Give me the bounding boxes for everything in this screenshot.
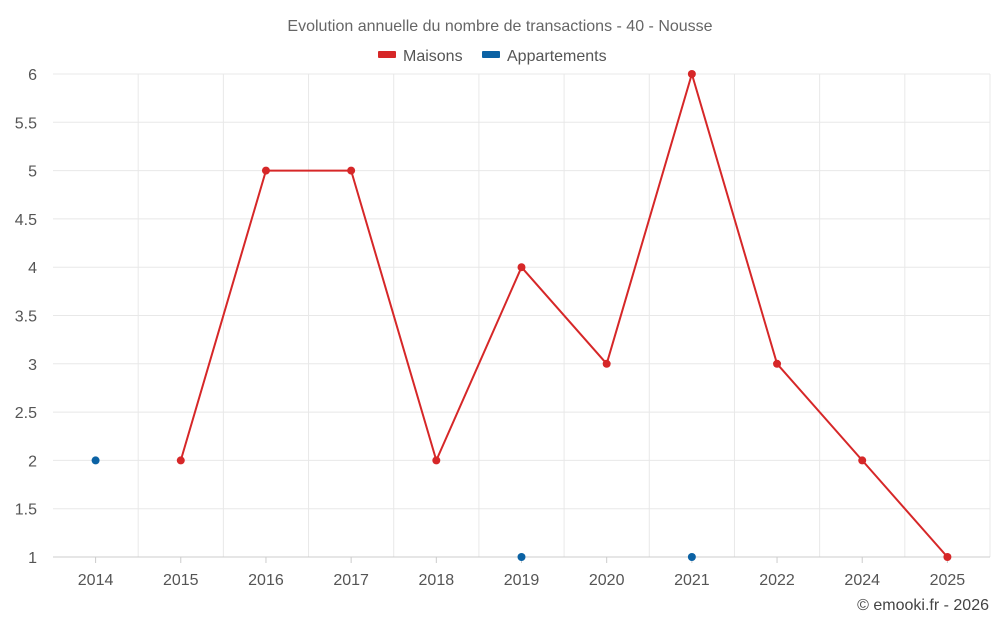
data-point-maisons[interactable] [347, 166, 356, 175]
x-tick-label: 2025 [930, 572, 966, 589]
x-tick-label: 2018 [419, 572, 455, 589]
legend-label-appartements[interactable]: Appartements [507, 48, 607, 65]
x-tick-label: 2017 [333, 572, 369, 589]
data-point-maisons[interactable] [517, 263, 526, 272]
y-tick-label: 1.5 [15, 502, 37, 519]
legend: Maisons Appartements [378, 48, 607, 65]
x-tick-label: 2024 [844, 572, 880, 589]
data-point-appartements[interactable] [687, 553, 696, 561]
data-point-maisons[interactable] [432, 456, 441, 465]
y-tick-label: 4 [28, 260, 37, 277]
y-tick-label: 2.5 [15, 405, 37, 422]
y-tick-label: 3 [28, 357, 37, 374]
data-point-maisons[interactable] [773, 359, 782, 368]
legend-label-maisons[interactable]: Maisons [403, 48, 463, 65]
series-layer [91, 70, 952, 561]
chart-title: Evolution annuelle du nombre de transact… [287, 18, 712, 35]
data-point-appartements[interactable] [517, 553, 526, 561]
x-tick-label: 2022 [759, 572, 795, 589]
grid [53, 73, 991, 557]
data-point-maisons[interactable] [943, 553, 952, 561]
series-maisons [176, 70, 952, 561]
credit-text: © emooki.fr - 2026 [857, 597, 989, 614]
x-tick-label: 2021 [674, 572, 710, 589]
y-tick-label: 1 [28, 550, 37, 567]
series-appartements [91, 456, 696, 561]
y-tick-label: 6 [28, 67, 37, 84]
y-tick-label: 5.5 [15, 115, 37, 132]
x-tick-label: 2014 [78, 572, 114, 589]
series-line-maisons [179, 73, 949, 558]
x-tick-label: 2016 [248, 572, 284, 589]
data-point-maisons[interactable] [687, 70, 696, 78]
y-tick-label: 5 [28, 164, 37, 181]
x-axis: 2014 2015 2016 2017 2018 2019 2020 2021 2022 2024… [53, 556, 990, 589]
data-point-maisons[interactable] [858, 456, 867, 465]
x-tick-label: 2020 [589, 572, 625, 589]
y-tick-label: 4.5 [15, 212, 37, 229]
y-tick-label: 2 [28, 453, 37, 470]
data-point-maisons[interactable] [261, 166, 270, 175]
data-point-maisons[interactable] [176, 456, 185, 465]
data-point-maisons[interactable] [602, 359, 611, 368]
x-tick-label: 2019 [504, 572, 540, 589]
legend-swatch-appartements [482, 51, 500, 58]
y-axis: 1 1.5 2 2.5 3 3.5 4 4.5 5 5.5 6 [15, 67, 37, 567]
data-point-appartements[interactable] [91, 456, 100, 465]
legend-swatch-maisons [378, 51, 396, 58]
x-tick-label: 2015 [163, 572, 199, 589]
y-tick-label: 3.5 [15, 309, 37, 326]
